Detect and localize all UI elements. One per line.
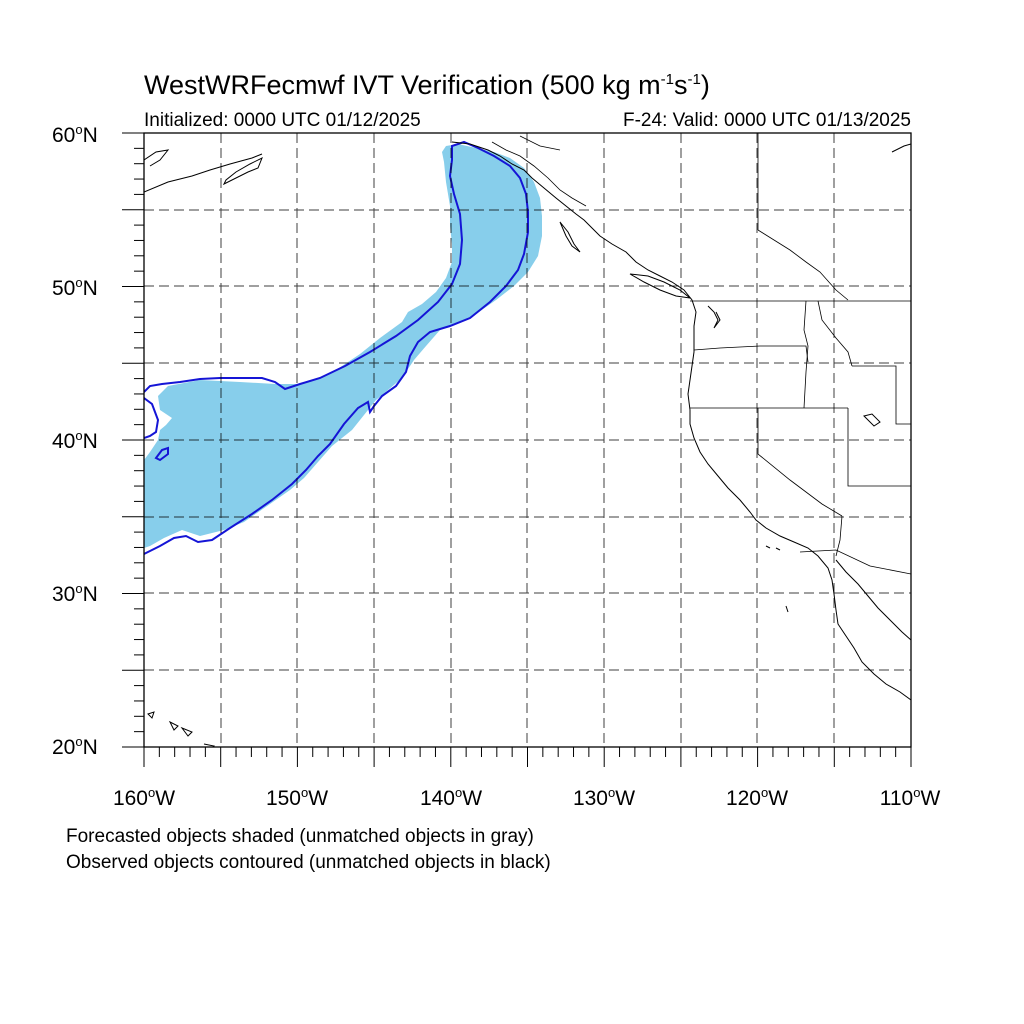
graticule <box>144 133 911 747</box>
coastline-kodiak <box>222 156 263 186</box>
lon-label-150w: 150oW <box>265 785 329 810</box>
border-or-id <box>803 300 809 409</box>
lon-label-110w: 110oW <box>879 785 941 810</box>
observed-ivt-contour <box>144 140 529 555</box>
caption-forecast: Forecasted objects shaded (unmatched obj… <box>66 826 534 847</box>
political-boundaries <box>491 133 911 575</box>
coastline-haida-gwaii <box>559 221 581 253</box>
border-ca-nv <box>757 408 843 517</box>
lon-label-120w: 120oW <box>725 785 789 810</box>
lon-label-160w: 160oW <box>112 785 176 810</box>
border-wy <box>852 365 911 425</box>
border-id-mt <box>817 300 853 367</box>
lat-label-60n: 60oN <box>52 122 98 147</box>
map-title: WestWRFecmwf IVT Verification (500 kg m-… <box>144 70 710 100</box>
border-wa-or <box>693 345 809 363</box>
coastline-puget-sound <box>707 305 721 329</box>
border-alaska-canada <box>491 141 587 207</box>
caption-observed: Observed objects contoured (unmatched ob… <box>66 852 551 873</box>
initialized-time: Initialized: 0000 UTC 01/12/2025 <box>144 110 421 131</box>
lat-label-50n: 50oN <box>52 275 98 300</box>
lon-label-130w: 130oW <box>572 785 636 810</box>
tick-marks <box>122 132 912 767</box>
coastline-top-right <box>891 143 911 153</box>
border-mexico <box>799 549 911 575</box>
coastline-great-salt-lake <box>863 413 881 427</box>
lat-label-20n: 20oN <box>52 734 98 759</box>
lat-label-30n: 30oN <box>52 581 98 606</box>
border-yukon <box>519 135 561 151</box>
coastline-alaska <box>144 149 263 193</box>
observed-object <box>144 140 529 555</box>
border-nv-ut <box>847 408 911 487</box>
coastline-vancouver-island <box>629 273 692 299</box>
forecast-ivt-shading <box>144 144 542 548</box>
valid-time: F-24: Valid: 0000 UTC 01/13/2025 <box>623 110 911 131</box>
lon-label-140w: 140oW <box>419 785 483 810</box>
coastline-hawaii <box>147 711 216 747</box>
coastline-gulf-california <box>835 559 911 641</box>
forecast-object <box>144 144 542 548</box>
lat-label-40n: 40oN <box>52 428 98 453</box>
coastline-channel-islands <box>765 545 789 613</box>
observed-ivt-contour-2 <box>144 397 160 439</box>
border-lake-region <box>757 229 849 301</box>
observed-ivt-small-loop <box>154 446 169 462</box>
